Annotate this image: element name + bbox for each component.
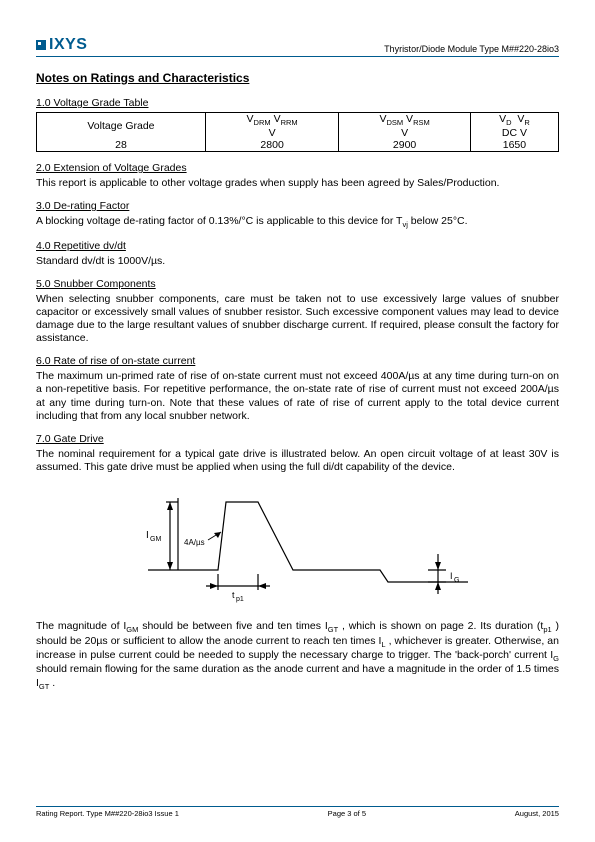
section-5-title: 5.0 Snubber Components — [36, 278, 559, 290]
section-7-title: 7.0 Gate Drive — [36, 433, 559, 445]
footer-center: Page 3 of 5 — [328, 809, 366, 818]
page-header: IXYS Thyristor/Diode Module Type M##220-… — [36, 36, 559, 57]
section-5-body: When selecting snubber components, care … — [36, 293, 559, 346]
col-voltage-grade: Voltage Grade — [37, 113, 206, 140]
table-header-row: Voltage Grade VDRM VRRM VDSM VRSM VD VR — [37, 113, 559, 128]
col-vd-vr: VD VR — [470, 113, 558, 128]
brand-logo: IXYS — [36, 36, 87, 54]
unit-2: V — [339, 127, 471, 139]
svg-text:t: t — [232, 590, 235, 600]
page-footer: Rating Report. Type M##220-28io3 Issue 1… — [36, 806, 559, 818]
gate-drive-diagram: IGM4A/µstp1IG — [36, 490, 559, 606]
brand-text: IXYS — [49, 36, 87, 54]
voltage-grade-table: Voltage Grade VDRM VRRM VDSM VRSM VD VR … — [36, 112, 559, 152]
footer-right: August, 2015 — [515, 809, 559, 818]
svg-text:4A/µs: 4A/µs — [184, 538, 205, 547]
svg-text:GM: GM — [150, 536, 161, 543]
unit-3: DC V — [470, 127, 558, 139]
section-2-title: 2.0 Extension of Voltage Grades — [36, 162, 559, 174]
svg-text:I: I — [450, 571, 453, 581]
section-7-para2: The magnitude of IGM should be between f… — [36, 620, 559, 691]
header-product: Thyristor/Diode Module Type M##220-28io3 — [384, 44, 559, 54]
cell-vdrm: 2800 — [205, 139, 338, 152]
footer-left: Rating Report. Type M##220-28io3 Issue 1 — [36, 809, 179, 818]
section-1-title: 1.0 Voltage Grade Table — [36, 97, 559, 109]
cell-vdsm: 2900 — [339, 139, 471, 152]
gate-drive-svg: IGM4A/µstp1IG — [128, 490, 468, 606]
section-2-body: This report is applicable to other volta… — [36, 177, 559, 190]
svg-text:p1: p1 — [236, 596, 244, 603]
cell-vd: 1650 — [470, 139, 558, 152]
svg-text:G: G — [454, 577, 459, 584]
section-7-body: The nominal requirement for a typical ga… — [36, 448, 559, 474]
svg-text:I: I — [146, 530, 149, 541]
page-title: Notes on Ratings and Characteristics — [36, 71, 559, 85]
logo-icon — [36, 40, 46, 50]
table-row: 28 2800 2900 1650 — [37, 139, 559, 152]
col-vdrm-vrrm: VDRM VRRM — [205, 113, 338, 128]
section-3-body: A blocking voltage de-rating factor of 0… — [36, 215, 559, 229]
section-4-title: 4.0 Repetitive dv/dt — [36, 240, 559, 252]
cell-grade: 28 — [37, 139, 206, 152]
col-vdsm-vrsm: VDSM VRSM — [339, 113, 471, 128]
section-4-body: Standard dv/dt is 1000V/µs. — [36, 255, 559, 268]
section-6-title: 6.0 Rate of rise of on-state current — [36, 355, 559, 367]
section-3-title: 3.0 De-rating Factor — [36, 200, 559, 212]
section-6-body: The maximum un-primed rate of rise of on… — [36, 370, 559, 423]
unit-1: V — [205, 127, 338, 139]
